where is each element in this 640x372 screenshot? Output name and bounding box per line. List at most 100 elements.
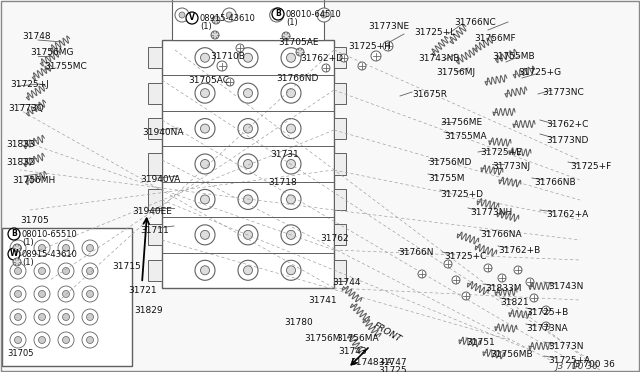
Text: 31744: 31744 xyxy=(332,278,360,287)
Circle shape xyxy=(195,225,215,245)
Bar xyxy=(172,0,324,40)
Circle shape xyxy=(195,83,215,103)
Circle shape xyxy=(287,195,296,204)
Text: 31766NB: 31766NB xyxy=(534,178,575,187)
Text: (1): (1) xyxy=(200,22,212,31)
Text: 31780: 31780 xyxy=(284,318,313,327)
Text: 31762+D: 31762+D xyxy=(300,54,343,63)
Text: 31832: 31832 xyxy=(6,158,35,167)
Text: (1): (1) xyxy=(22,238,34,247)
Text: 31755MC: 31755MC xyxy=(44,62,87,71)
Text: 31940EE: 31940EE xyxy=(132,207,172,216)
Text: 31766ND: 31766ND xyxy=(276,74,318,83)
Circle shape xyxy=(514,266,522,274)
Circle shape xyxy=(217,61,227,71)
Text: 31762+A: 31762+A xyxy=(546,210,588,219)
Circle shape xyxy=(238,189,258,209)
Text: 31721: 31721 xyxy=(128,286,157,295)
Circle shape xyxy=(322,64,330,72)
Circle shape xyxy=(8,248,20,260)
Text: 31833M: 31833M xyxy=(485,284,522,293)
Circle shape xyxy=(200,124,209,133)
Circle shape xyxy=(484,264,492,272)
Circle shape xyxy=(287,266,296,275)
Circle shape xyxy=(38,314,45,321)
Text: 31773NE: 31773NE xyxy=(368,22,409,31)
Text: 31725: 31725 xyxy=(378,366,406,372)
Text: 31766N: 31766N xyxy=(398,248,433,257)
Text: 31725+H: 31725+H xyxy=(348,42,391,51)
Circle shape xyxy=(200,53,209,62)
Circle shape xyxy=(226,78,234,86)
Circle shape xyxy=(238,154,258,174)
Circle shape xyxy=(175,8,189,22)
Text: 31725+D: 31725+D xyxy=(440,190,483,199)
Bar xyxy=(148,118,162,139)
Text: 31715: 31715 xyxy=(112,262,141,271)
Bar xyxy=(334,118,346,139)
Text: V: V xyxy=(189,13,195,22)
Circle shape xyxy=(281,225,301,245)
Text: 31756MA: 31756MA xyxy=(336,334,379,343)
Circle shape xyxy=(10,286,26,302)
Text: (1): (1) xyxy=(286,18,298,27)
Circle shape xyxy=(383,41,393,51)
Circle shape xyxy=(462,292,470,300)
Text: 31711: 31711 xyxy=(140,226,169,235)
Circle shape xyxy=(238,119,258,139)
Text: 31762: 31762 xyxy=(320,234,349,243)
Circle shape xyxy=(281,83,301,103)
Text: 31725+E: 31725+E xyxy=(480,148,522,157)
Bar xyxy=(148,224,162,246)
Bar xyxy=(334,47,346,68)
Text: J3 700 36: J3 700 36 xyxy=(572,360,615,369)
Text: 31756MF: 31756MF xyxy=(474,34,516,43)
Text: 31705AC: 31705AC xyxy=(188,76,229,85)
Circle shape xyxy=(243,89,253,97)
Circle shape xyxy=(63,337,70,343)
Text: 31743NB: 31743NB xyxy=(418,54,460,63)
Text: 31756MH: 31756MH xyxy=(12,176,55,185)
Text: 31710B: 31710B xyxy=(210,52,245,61)
Circle shape xyxy=(498,274,506,282)
Circle shape xyxy=(281,260,301,280)
Circle shape xyxy=(34,286,50,302)
Circle shape xyxy=(58,240,74,256)
Circle shape xyxy=(236,44,244,52)
Bar xyxy=(334,224,346,246)
Circle shape xyxy=(542,322,550,330)
Bar xyxy=(148,47,162,68)
Text: 31756MG: 31756MG xyxy=(30,48,74,57)
Circle shape xyxy=(10,263,26,279)
Circle shape xyxy=(526,278,534,286)
Circle shape xyxy=(58,286,74,302)
Circle shape xyxy=(195,154,215,174)
Circle shape xyxy=(296,48,304,56)
Text: 31940VA: 31940VA xyxy=(140,175,180,184)
Circle shape xyxy=(243,195,253,204)
Circle shape xyxy=(200,266,209,275)
Circle shape xyxy=(200,230,209,239)
Text: 31725+A: 31725+A xyxy=(548,356,590,365)
Circle shape xyxy=(238,225,258,245)
Circle shape xyxy=(58,309,74,325)
Circle shape xyxy=(179,12,185,18)
Text: 31762+B: 31762+B xyxy=(498,246,540,255)
Circle shape xyxy=(10,332,26,348)
Text: 31773Q: 31773Q xyxy=(8,104,44,113)
Circle shape xyxy=(321,12,327,18)
Circle shape xyxy=(287,230,296,239)
Circle shape xyxy=(82,240,98,256)
Text: 31756M: 31756M xyxy=(304,334,340,343)
Text: 31773NH: 31773NH xyxy=(470,208,512,217)
Circle shape xyxy=(10,240,26,256)
Text: 08915-43610: 08915-43610 xyxy=(22,250,78,259)
Circle shape xyxy=(243,230,253,239)
Circle shape xyxy=(8,228,20,240)
Circle shape xyxy=(212,16,220,24)
Circle shape xyxy=(38,291,45,298)
Circle shape xyxy=(269,8,284,22)
Circle shape xyxy=(287,53,296,62)
Circle shape xyxy=(15,267,22,275)
Bar xyxy=(148,83,162,104)
